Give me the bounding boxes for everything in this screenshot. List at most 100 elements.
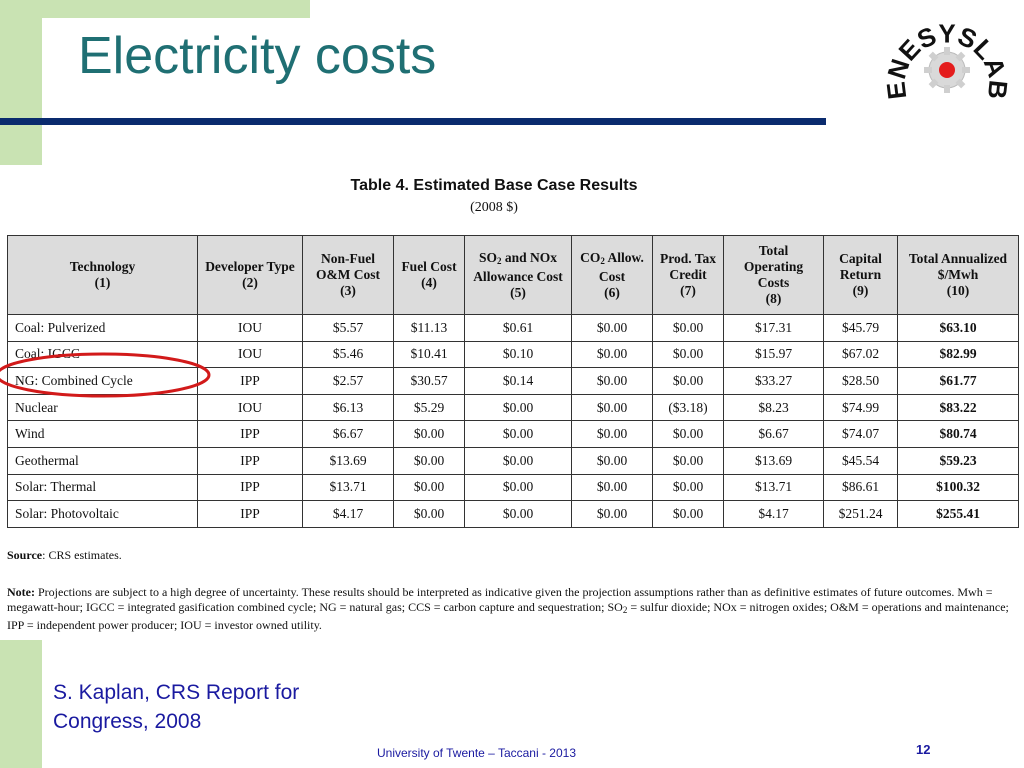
table-cell: Coal: IGCC [7, 340, 198, 369]
table-cell: ($3.18) [652, 393, 724, 422]
table-cell: $4.17 [302, 500, 394, 528]
table-row: Solar: Thermal IPP $13.71 $0.00 $0.00 $0.00 $0… [7, 473, 1019, 502]
table-cell: $45.79 [823, 314, 898, 342]
header-total-operating-costs: Total Operating Costs (8) [723, 235, 824, 315]
title-underline [0, 118, 826, 125]
table-cell: $10.41 [393, 340, 465, 369]
table-title: Table 4. Estimated Base Case Results [350, 177, 638, 194]
table-cell: Solar: Photovoltaic [7, 500, 198, 528]
table-cell: Solar: Thermal [7, 473, 198, 502]
table-cell: $0.00 [652, 314, 724, 342]
table-cell: $67.02 [823, 340, 898, 369]
table-cell: $63.10 [897, 314, 1019, 342]
table-cell: $0.00 [571, 420, 653, 448]
table-cell: $33.27 [723, 367, 824, 395]
table-cell: $0.00 [571, 314, 653, 342]
table-cell: $0.14 [464, 367, 572, 395]
table-cell: IOU [197, 340, 303, 369]
table-cell: $0.00 [464, 446, 572, 475]
table-cell: $0.00 [393, 446, 465, 475]
table-cell: IPP [197, 367, 303, 395]
table-cell: $59.23 [897, 446, 1019, 475]
table-cell: $0.00 [652, 473, 724, 502]
table-cell: $0.00 [464, 420, 572, 448]
table-cell: $0.00 [571, 446, 653, 475]
page-number: 12 [916, 742, 931, 757]
table-cell: IPP [197, 420, 303, 448]
table-cell: $0.00 [652, 446, 724, 475]
accent-bar-top-extension [42, 0, 310, 18]
table-cell: $0.10 [464, 340, 572, 369]
table-cell: $0.00 [393, 420, 465, 448]
table-cell: $6.13 [302, 393, 394, 422]
table-cell: IOU [197, 314, 303, 342]
header-developer-type: Developer Type (2) [197, 235, 303, 315]
table-cell: $86.61 [823, 473, 898, 502]
table-cell: IPP [197, 500, 303, 528]
table-cell: $0.00 [571, 473, 653, 502]
table-cell: $0.61 [464, 314, 572, 342]
accent-bar-bottom [0, 640, 42, 768]
gear-icon [924, 47, 970, 93]
header-non-fuel-om-cost: Non-Fuel O&M Cost (3) [302, 235, 394, 315]
table-cell: $0.00 [571, 340, 653, 369]
header-co2-allow-cost: CO2 Allow. Cost (6) [571, 235, 653, 315]
table-row: Geothermal IPP $13.69 $0.00 $0.00 $0.00 $0.00 $… [7, 446, 1019, 475]
table-cell: IPP [197, 473, 303, 502]
slide-footer: University of Twente – Taccani - 2013 [377, 746, 576, 760]
table-cell: $13.71 [723, 473, 824, 502]
table-cell: $13.69 [723, 446, 824, 475]
table-row: Coal: Pulverized IOU $5.57 $11.13 $0.61 $0.00… [7, 314, 1019, 342]
table-cell: $30.57 [393, 367, 465, 395]
table-cell: $45.54 [823, 446, 898, 475]
table-cell: Geothermal [7, 446, 198, 475]
table-cell: Nuclear [7, 393, 198, 422]
table-cell: $255.41 [897, 500, 1019, 528]
header-technology: Technology (1) [7, 235, 198, 315]
accent-bar-top [0, 0, 42, 165]
header-prod-tax-credit: Prod. Tax Credit (7) [652, 235, 724, 315]
table-row: Wind IPP $6.67 $0.00 $0.00 $0.00 $0.00 $6.67 $74… [7, 420, 1019, 448]
table-row: Solar: Photovoltaic IPP $4.17 $0.00 $0.00 $0.… [7, 500, 1019, 528]
table-cell: $74.99 [823, 393, 898, 422]
table-source: Source: CRS estimates. [7, 548, 122, 562]
table-cell: $5.57 [302, 314, 394, 342]
table-cell: $0.00 [571, 500, 653, 528]
table-cell: $82.99 [897, 340, 1019, 369]
header-fuel-cost: Fuel Cost (4) [393, 235, 465, 315]
table-cell: $0.00 [393, 500, 465, 528]
table-cell: IPP [197, 446, 303, 475]
table-cell: $251.24 [823, 500, 898, 528]
table-cell: Wind [7, 420, 198, 448]
table-cell: $0.00 [571, 367, 653, 395]
table-subtitle: (2008 $) [470, 200, 518, 215]
table-header-row: Technology (1) Developer Type (2) Non-Fuel… [7, 235, 1019, 315]
table-cell: IOU [197, 393, 303, 422]
table-cell: $13.71 [302, 473, 394, 502]
table-cell: $100.32 [897, 473, 1019, 502]
table-cell: $17.31 [723, 314, 824, 342]
table-cell: NG: Combined Cycle [7, 367, 198, 395]
table-cell: $4.17 [723, 500, 824, 528]
header-so2-nox-allowance-cost: SO2 and NOx Allowance Cost (5) [464, 235, 572, 315]
table-row: Coal: IGCC IOU $5.46 $10.41 $0.10 $0.00 $0.00 $… [7, 340, 1019, 369]
table-row: NG: Combined Cycle IPP $2.57 $30.57 $0.14 $0.… [7, 367, 1019, 395]
table-cell: $0.00 [652, 367, 724, 395]
table-cell: $0.00 [464, 500, 572, 528]
table-cell: $8.23 [723, 393, 824, 422]
enesyslab-logo: ENESYSLAB [886, 18, 1008, 101]
citation: S. Kaplan, CRS Report for Congress, 2008 [53, 681, 300, 733]
table-cell: $0.00 [571, 393, 653, 422]
table-cell: $5.29 [393, 393, 465, 422]
table-cell: $0.00 [464, 393, 572, 422]
table-cell: $13.69 [302, 446, 394, 475]
table-note: Note: Projections are subject to a high … [7, 585, 1009, 632]
table-cell: $0.00 [652, 340, 724, 369]
table-cell: $6.67 [302, 420, 394, 448]
slide-title: Electricity costs [78, 27, 437, 85]
header-total-annualized: Total Annualized $/Mwh (10) [897, 235, 1019, 315]
table-cell: $15.97 [723, 340, 824, 369]
table-cell: $80.74 [897, 420, 1019, 448]
table-cell: $6.67 [723, 420, 824, 448]
table-cell: $61.77 [897, 367, 1019, 395]
